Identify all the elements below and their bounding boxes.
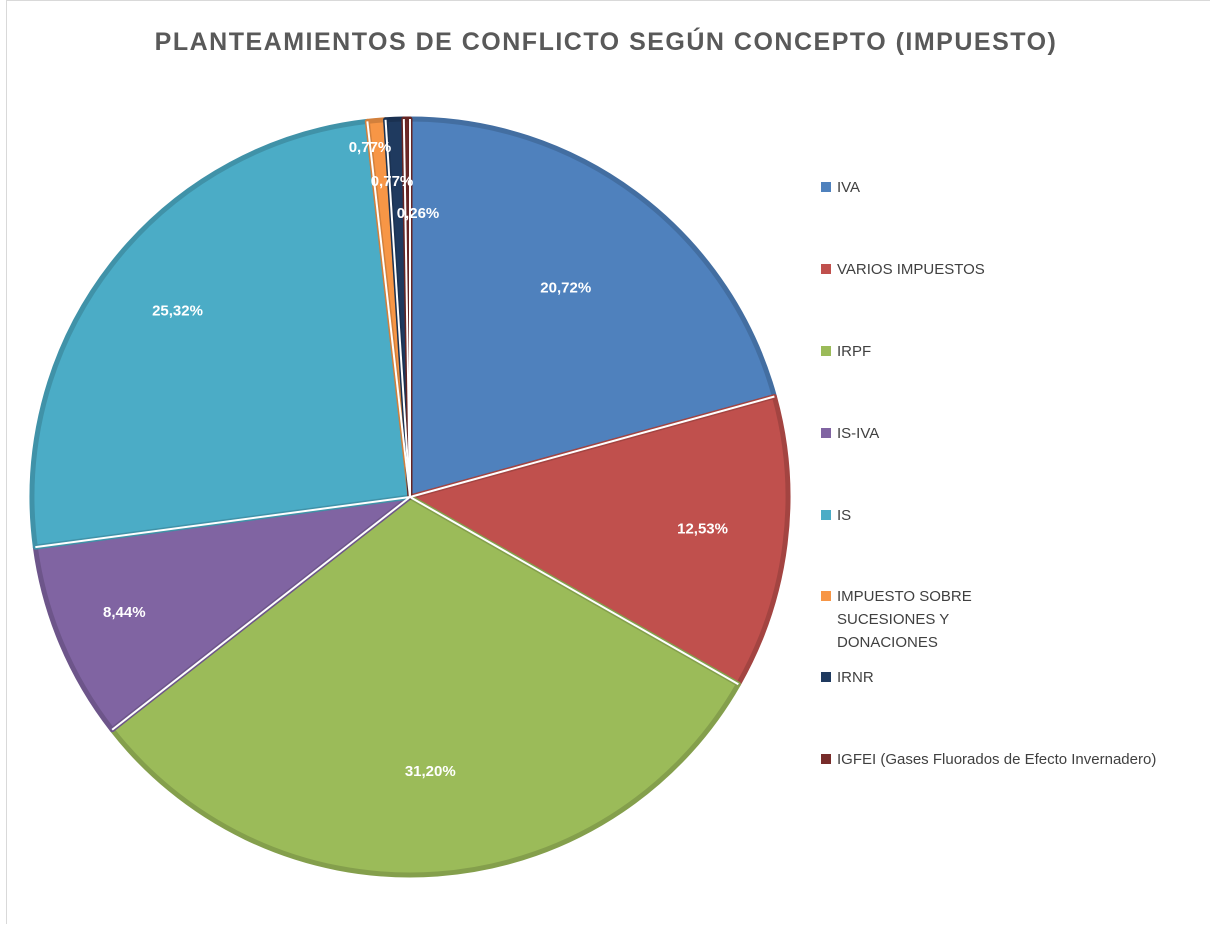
slice-separator	[409, 496, 739, 686]
data-label: 0,77%	[349, 139, 392, 156]
data-label: 31,20%	[405, 763, 456, 780]
slice-separator	[35, 496, 411, 549]
data-label: 12,53%	[677, 521, 728, 538]
legend-item: IS-IVA	[821, 422, 879, 445]
legend-swatch	[821, 346, 831, 356]
legend-label: IRPF	[837, 343, 872, 360]
legend-label: VARIOS IMPUESTOS	[837, 261, 985, 278]
legend-item: IS	[821, 504, 851, 527]
legend-label: IMPUESTO SOBRE SUCESIONES Y DONACIONES	[837, 588, 972, 651]
legend-swatch	[821, 428, 831, 438]
legend-label: IS	[837, 507, 852, 524]
pie-slice-varios-impuestos	[407, 394, 791, 687]
legend-item: IRNR	[821, 666, 874, 689]
data-label: 20,72%	[540, 280, 591, 297]
legend-label: IS-IVA	[837, 425, 880, 442]
legend-swatch	[821, 672, 831, 682]
slice-separator	[111, 496, 411, 731]
legend-swatch	[821, 182, 831, 192]
legend-item: IGFEI (Gases Fluorados de Efecto Inverna…	[821, 748, 1156, 771]
legend-swatch	[821, 510, 831, 520]
pie-slice-irpf	[109, 494, 741, 878]
pie-slice-iva	[407, 116, 777, 500]
legend-item: IRPF	[821, 340, 871, 363]
legend-item: IVA	[821, 176, 860, 199]
data-label: 8,44%	[103, 604, 146, 621]
pie-slice-is	[29, 118, 413, 550]
legend-label: IGFEI (Gases Fluorados de Efecto Inverna…	[837, 751, 1157, 768]
legend-swatch	[821, 264, 831, 274]
pie-slice-is-iva	[32, 494, 413, 733]
slice-separator	[384, 119, 411, 498]
legend-item: VARIOS IMPUESTOS	[821, 258, 985, 281]
legend-swatch	[821, 754, 831, 764]
legend-label: IVA	[837, 179, 861, 196]
data-label: 0,26%	[397, 205, 440, 222]
data-label: 0,77%	[371, 173, 414, 190]
chart-title: PLANTEAMIENTOS DE CONFLICTO SEGÚN CONCEP…	[154, 28, 1058, 56]
chart-area	[6, 0, 1210, 924]
slice-separator	[366, 121, 411, 498]
legend-item: IMPUESTO SOBRE SUCESIONES Y DONACIONES	[821, 585, 972, 654]
slice-separator	[402, 119, 411, 498]
legend-swatch	[821, 591, 831, 601]
data-label: 25,32%	[152, 303, 203, 320]
slice-separator	[409, 395, 775, 498]
legend-label: IRNR	[837, 669, 874, 686]
